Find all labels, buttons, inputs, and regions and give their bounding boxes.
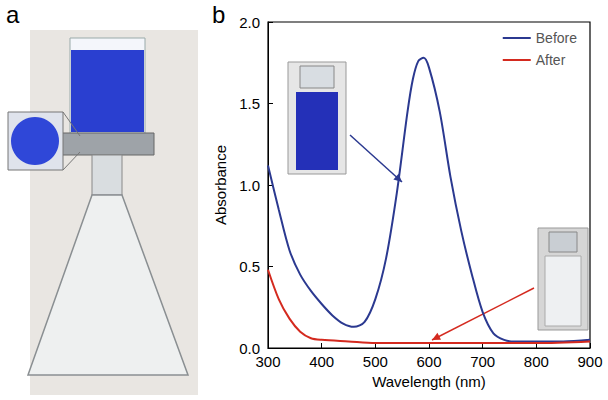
svg-text:900: 900 [577,353,602,370]
svg-text:a: a [6,1,20,28]
svg-text:300: 300 [255,353,280,370]
svg-text:700: 700 [470,353,495,370]
svg-text:0.5: 0.5 [239,258,260,275]
svg-text:After: After [536,52,566,68]
svg-text:800: 800 [524,353,549,370]
svg-text:400: 400 [309,353,334,370]
svg-text:1.0: 1.0 [239,177,260,194]
svg-text:500: 500 [363,353,388,370]
svg-text:1.5: 1.5 [239,95,260,112]
svg-text:2.0: 2.0 [239,14,260,31]
svg-text:Absorbance: Absorbance [212,145,229,225]
svg-text:Wavelength (nm): Wavelength (nm) [372,373,486,390]
svg-text:b: b [212,1,225,28]
svg-text:600: 600 [416,353,441,370]
svg-text:Before: Before [536,30,577,46]
svg-text:0.0: 0.0 [239,339,260,357]
